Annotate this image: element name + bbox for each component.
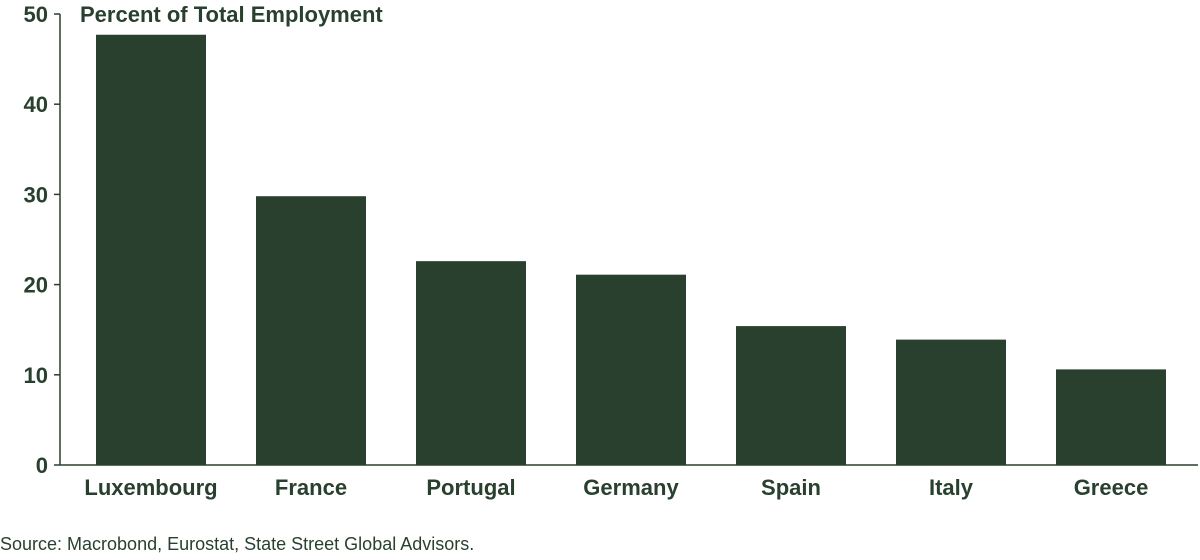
bar-germany bbox=[576, 274, 686, 465]
bar-portugal bbox=[416, 261, 526, 465]
y-tick-label: 30 bbox=[24, 182, 48, 207]
y-tick-label: 0 bbox=[36, 453, 48, 478]
y-tick-label: 40 bbox=[24, 92, 48, 117]
x-tick-label: Italy bbox=[929, 475, 974, 500]
x-tick-label: Greece bbox=[1074, 475, 1149, 500]
x-tick-label: Spain bbox=[761, 475, 821, 500]
x-tick-label: Portugal bbox=[426, 475, 515, 500]
bar-greece bbox=[1056, 369, 1166, 465]
y-tick-label: 20 bbox=[24, 273, 48, 298]
bar-italy bbox=[896, 339, 1006, 465]
bar-luxembourg bbox=[96, 34, 206, 465]
x-tick-label: France bbox=[275, 475, 347, 500]
y-axis-title: Percent of Total Employment bbox=[80, 2, 383, 27]
x-tick-label: Luxembourg bbox=[84, 475, 217, 500]
y-tick-label: 10 bbox=[24, 363, 48, 388]
source-note: Source: Macrobond, Eurostat, State Stree… bbox=[0, 534, 475, 554]
bar-france bbox=[256, 196, 366, 466]
bar-chart: 0 10 20 30 40 50 Luxembourg France Portugal Germa… bbox=[24, 2, 1198, 500]
x-tick-label: Germany bbox=[583, 475, 679, 500]
bar-spain bbox=[736, 326, 846, 465]
y-tick-label: 50 bbox=[24, 2, 48, 27]
